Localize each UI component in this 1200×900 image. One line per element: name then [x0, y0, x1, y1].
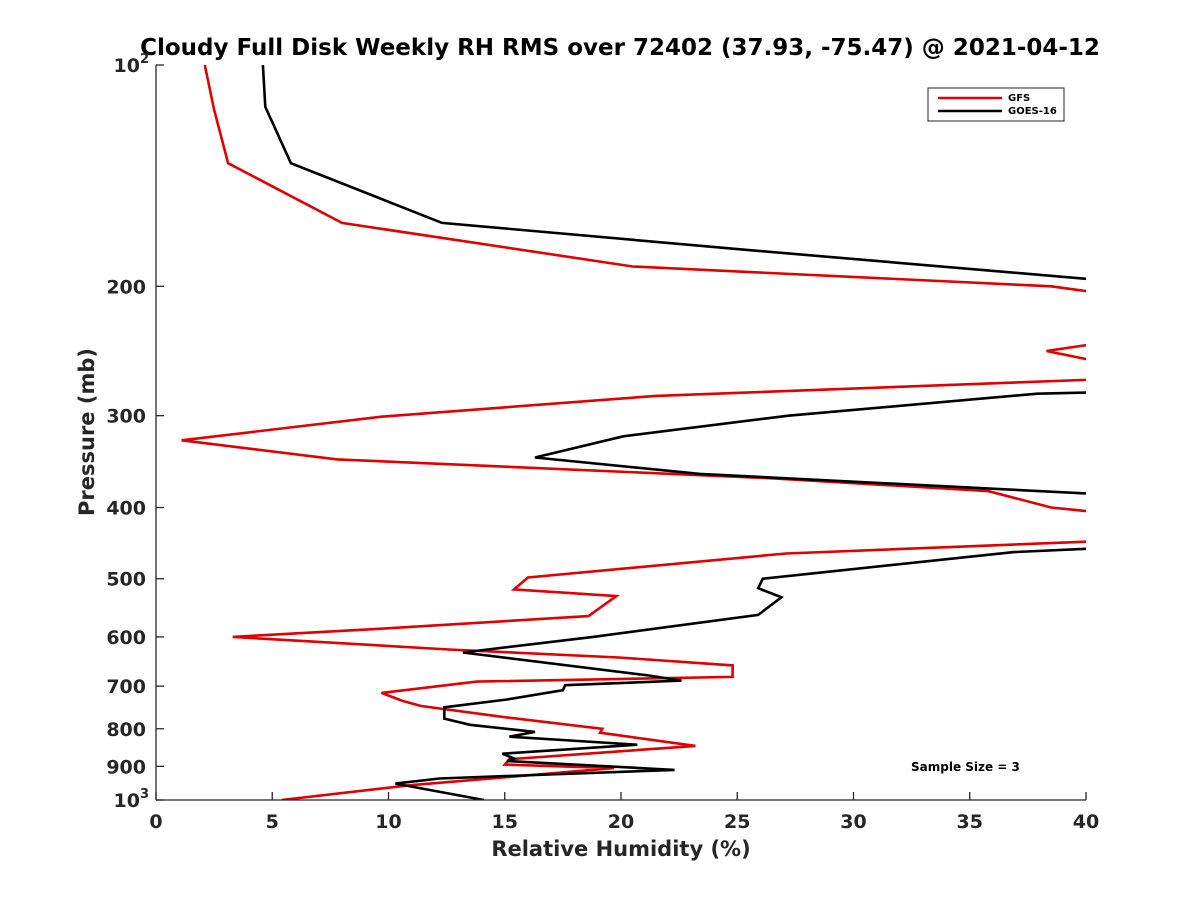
- legend: GFS GOES-16: [927, 87, 1065, 122]
- x-tick-label: 35: [957, 811, 983, 833]
- y-tick-label: 500: [106, 569, 146, 591]
- x-tick-label: 40: [1073, 811, 1099, 833]
- legend-label-goes16: GOES-16: [1008, 106, 1057, 117]
- y-axis-label: Pressure (mb): [75, 348, 99, 516]
- x-tick-label: 0: [149, 811, 162, 833]
- legend-label-gfs: GFS: [1008, 93, 1030, 104]
- x-tick-label: 30: [840, 811, 866, 833]
- y-tick-label: 103: [114, 787, 150, 812]
- x-tick-label: 15: [492, 811, 518, 833]
- x-axis-ticks: 0 5 10 15 20 25 30 35 40: [149, 792, 1099, 833]
- x-tick-label: 20: [608, 811, 634, 833]
- series-layer: [181, 65, 1086, 800]
- legend-box: [927, 87, 1065, 122]
- y-tick-label: 800: [106, 719, 146, 741]
- y-tick-label: 600: [106, 627, 146, 649]
- y-tick-label: 200: [106, 276, 146, 298]
- x-axis-label: Relative Humidity (%): [491, 837, 750, 861]
- y-tick-label: 102: [114, 52, 150, 77]
- sample-size-note: Sample Size = 3: [911, 760, 1020, 774]
- y-tick-label: 700: [106, 676, 146, 698]
- y-tick-label: 300: [106, 406, 146, 428]
- series-line-gfs: [181, 65, 1086, 800]
- x-tick-label: 5: [266, 811, 279, 833]
- series-line-goes16: [261, 65, 1086, 800]
- x-tick-label: 10: [375, 811, 401, 833]
- y-tick-label: 900: [106, 756, 146, 778]
- chart-title: Cloudy Full Disk Weekly RH RMS over 7240…: [140, 35, 1100, 61]
- y-axis-ticks: 102 200 300 400 500 600 700 800 900 103: [106, 52, 164, 812]
- y-tick-label: 400: [106, 498, 146, 520]
- x-tick-label: 25: [724, 811, 750, 833]
